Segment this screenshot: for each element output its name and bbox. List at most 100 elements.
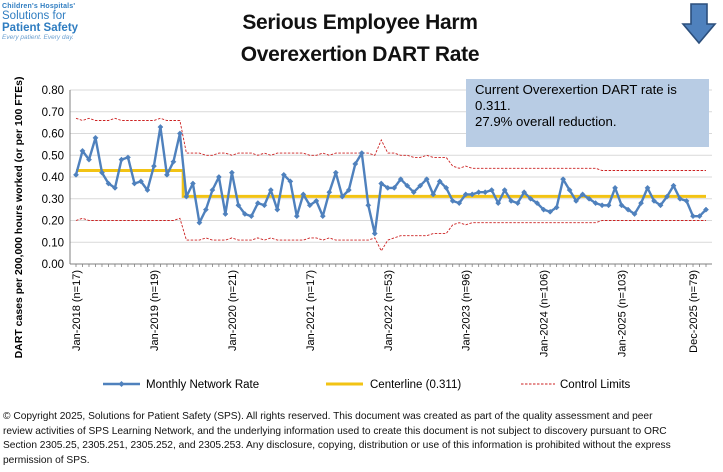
data-point — [319, 213, 326, 220]
data-point — [170, 158, 177, 165]
centerline — [76, 169, 706, 198]
data-point — [287, 178, 294, 185]
lower-control-limit — [75, 217, 706, 252]
y-tick-label: 0.60 — [42, 129, 64, 141]
data-point — [261, 202, 268, 209]
data-point — [92, 134, 99, 141]
data-point — [586, 195, 593, 202]
data-point — [638, 200, 645, 207]
data-point — [566, 187, 573, 194]
footer-line-2: review activities of SPS Learning Networ… — [3, 425, 667, 437]
upper-control-limit — [75, 117, 706, 171]
data-point — [521, 189, 528, 196]
data-point — [644, 184, 651, 191]
callout-line-1: Current Overexertion DART rate is — [475, 82, 677, 97]
y-tick-label: 0.30 — [42, 194, 64, 206]
data-point — [501, 187, 508, 194]
data-point — [553, 204, 560, 211]
logo-tagline: Every patient. Every day. — [2, 34, 74, 41]
y-tick-label: 0.00 — [42, 259, 64, 271]
data-point — [423, 176, 430, 183]
footer-line-4: permission of SPS. — [3, 454, 90, 466]
data-point — [579, 191, 586, 198]
data-point — [300, 191, 307, 198]
data-point — [527, 195, 534, 202]
data-point — [475, 189, 482, 196]
data-point — [456, 200, 463, 207]
callout-box: Current Overexertion DART rate is 0.311.… — [466, 79, 709, 147]
data-point — [592, 200, 599, 207]
data-point — [612, 184, 619, 191]
data-point — [235, 202, 242, 209]
data-point — [482, 189, 489, 196]
data-point — [696, 213, 703, 220]
data-point — [79, 147, 86, 154]
data-point — [404, 182, 411, 189]
data-point — [228, 169, 235, 176]
data-point — [670, 182, 677, 189]
data-point — [625, 206, 632, 213]
legend-label-centerline: Centerline (0.311) — [370, 379, 461, 391]
data-point — [112, 184, 118, 191]
data-point — [125, 154, 131, 161]
legend-series-marker — [118, 381, 125, 387]
data-point — [267, 187, 274, 194]
data-point — [560, 176, 567, 183]
data-point — [358, 150, 365, 157]
chart-title-line-2: Overexertion DART Rate — [240, 43, 480, 66]
data-point — [332, 169, 339, 176]
data-point — [514, 200, 521, 207]
data-point — [222, 211, 229, 217]
data-point — [391, 184, 398, 191]
legend-label-series: Monthly Network Rate — [146, 379, 259, 391]
callout-line-3: 27.9% overall reduction. — [475, 114, 617, 129]
data-point — [280, 171, 287, 178]
x-tick-label: Jan-2021 (n=17) — [305, 270, 317, 351]
data-point — [508, 197, 515, 204]
data-point — [690, 213, 696, 220]
data-point — [73, 171, 79, 178]
data-point — [293, 213, 300, 220]
data-point — [631, 211, 638, 217]
x-tick-label: Jan-2022 (n=53) — [383, 270, 395, 351]
data-point — [547, 208, 554, 215]
x-tick-label: Jan-2023 (n=96) — [461, 270, 473, 351]
data-point — [540, 206, 547, 213]
data-point — [326, 189, 333, 196]
data-point — [248, 213, 255, 220]
copyright-footer: © Copyright 2025, Solutions for Patient … — [3, 410, 721, 468]
data-point — [86, 156, 92, 163]
logo-line-2: Solutions for — [2, 10, 66, 22]
data-point — [150, 163, 157, 170]
data-point — [436, 178, 443, 185]
data-point — [118, 156, 125, 163]
data-point — [657, 202, 664, 209]
x-tick-label: Jan-2024 (n=106) — [539, 270, 551, 357]
chart-title-line-1: Serious Employee Harm — [242, 11, 478, 34]
callout-line-2: 0.311. — [475, 98, 511, 113]
data-point — [99, 169, 105, 176]
footer-line-1: © Copyright 2025, Solutions for Patient … — [3, 411, 653, 422]
y-tick-label: 0.20 — [42, 216, 64, 228]
x-tick-label: Jan-2018 (n=17) — [71, 270, 83, 351]
legend-label-control: Control Limits — [560, 379, 631, 391]
data-point — [105, 180, 112, 187]
data-point — [313, 197, 320, 204]
y-tick-label: 0.40 — [42, 172, 64, 184]
data-point — [137, 178, 144, 185]
data-point — [703, 206, 709, 213]
data-point — [371, 230, 378, 237]
x-tick-label: Jan-2025 (n=103) — [617, 270, 629, 357]
data-point — [131, 180, 138, 187]
data-point — [430, 191, 437, 198]
data-point — [241, 211, 248, 217]
data-point — [397, 176, 404, 183]
x-tick-label: Jan-2019 (n=19) — [149, 270, 161, 351]
data-point — [664, 193, 670, 200]
data-point — [144, 187, 151, 194]
data-point — [352, 160, 359, 167]
data-point — [449, 197, 456, 204]
data-point — [274, 206, 281, 213]
logo-line-1: Children's Hospitals' — [2, 3, 76, 10]
